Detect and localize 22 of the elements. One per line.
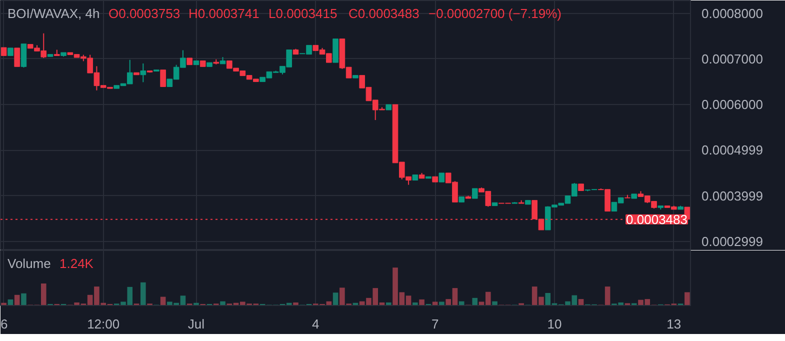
annotation: L0.0003415: [268, 6, 338, 21]
y-tick-label: 0.0004999: [702, 142, 763, 158]
x-tick-label: 13: [666, 316, 682, 332]
y-tick-label: 0.0007000: [702, 51, 763, 66]
x-tick-label: 4: [312, 316, 320, 332]
annotation: O0.0003753: [108, 6, 180, 21]
ref-line-label: 0.0003483: [626, 212, 688, 227]
x-tick-label: 10: [547, 316, 562, 332]
y-tick-label: 0.0008000: [702, 6, 763, 21]
annotation: −0.00002700 (−7.19%): [428, 6, 562, 21]
text: BOI/WAVAX, 4h: [8, 6, 100, 21]
annotation: 1.24K: [60, 256, 94, 271]
y-tick-label: 0.0003999: [702, 188, 763, 204]
annotation: H0.0003741: [188, 6, 260, 21]
x-tick-label: 7: [431, 316, 439, 332]
y-tick-label: 0.0006000: [702, 97, 763, 112]
x-tick-label: Jul: [188, 316, 205, 332]
chart-title: Volume: [8, 256, 51, 271]
annotation: C0.0003483: [348, 6, 420, 21]
x-tick-label: 6: [0, 316, 8, 332]
x-tick-label: 12:00: [87, 316, 120, 332]
y-tick-label: 0.0002999: [702, 234, 763, 249]
